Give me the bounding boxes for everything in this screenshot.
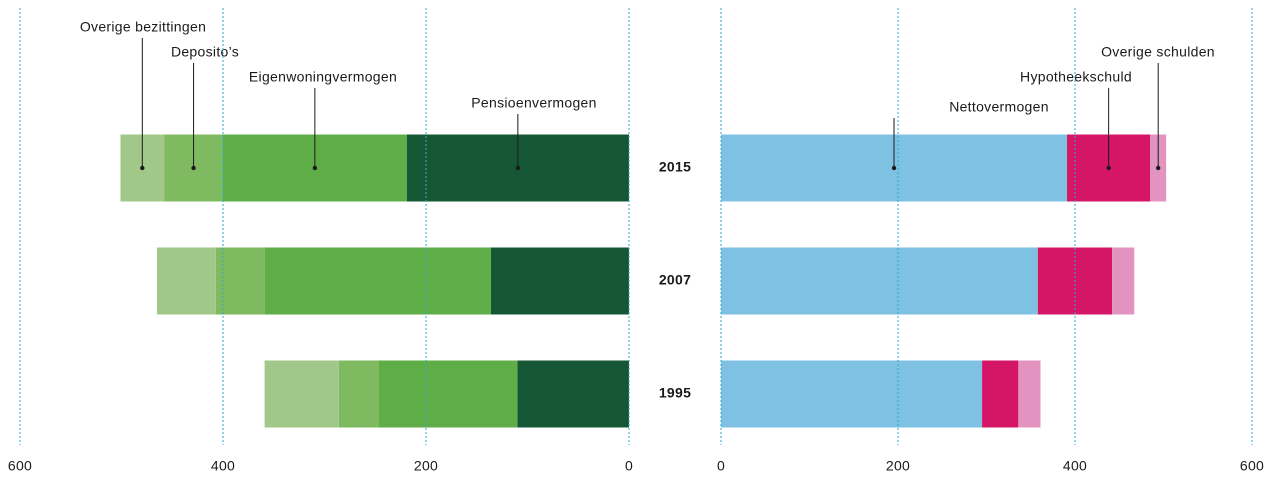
bar-segment [721,247,1038,315]
legend-label: Pensioenvermogen [471,95,596,111]
x-tick-label: 400 [1063,458,1087,474]
x-tick-label: 0 [625,458,633,474]
bar-segment [721,360,983,428]
bar-segment [517,360,629,428]
bar-segment [338,360,379,428]
leader-dot [1106,165,1111,171]
legend-label: Nettovermogen [949,99,1049,115]
bar-segment [378,360,518,428]
x-tick-label: 0 [717,458,725,474]
leader-dot [140,165,145,171]
bar-segment [157,247,216,315]
leader-dot [1155,165,1161,171]
legend-label: Overige bezittingen [80,19,206,35]
category-label: 1995 [659,385,691,401]
category-label: 2007 [659,272,691,288]
x-tick-label: 600 [1240,458,1264,474]
bar-segment [215,247,265,315]
category-label: 2015 [659,159,691,175]
x-tick-label: 200 [886,458,910,474]
bar-segment [1112,247,1135,315]
x-tick-label: 600 [8,458,32,474]
bar-segment [264,247,491,315]
leader-dot [515,165,521,171]
leader-dot [891,165,897,171]
bar-segment [1018,360,1041,428]
legend-label: Hypotheekschuld [1020,69,1132,85]
bar-segment [982,360,1019,428]
leader-dot [191,165,196,171]
bar-segment [490,247,629,315]
leader-dot [312,165,318,171]
legend-label: Deposito’s [171,44,239,60]
bar-segment [264,360,339,428]
legend-label: Overige schulden [1101,44,1215,60]
x-tick-label: 200 [414,458,438,474]
legend-label: Eigenwoningvermogen [249,69,397,85]
x-tick-label: 400 [211,458,235,474]
